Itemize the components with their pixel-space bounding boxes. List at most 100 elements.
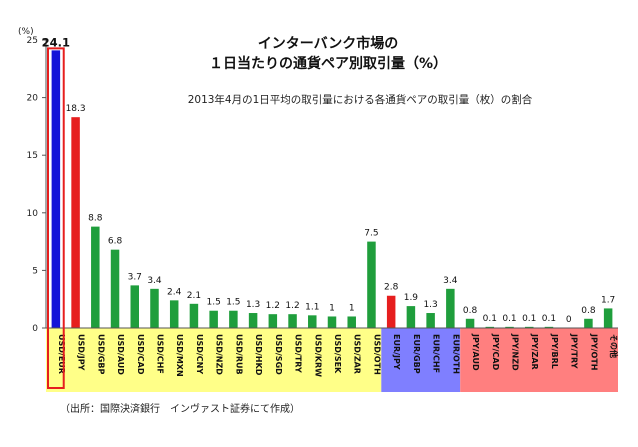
bar-usdaud <box>110 249 120 328</box>
bar-jpyzar <box>524 326 534 328</box>
bars <box>51 50 613 329</box>
value-label: 7.5 <box>364 229 378 239</box>
value-label: 1.9 <box>404 293 419 303</box>
bar-usdtry <box>288 314 297 328</box>
bar-jpynzd <box>505 326 514 328</box>
value-label: 1.2 <box>285 301 299 311</box>
bar-jpyoth <box>584 318 593 328</box>
chart-title-line-2: １日当たりの通貨ペア別取引量（%） <box>209 55 447 72</box>
category-label: USD/JPY <box>77 334 86 371</box>
category-label: USD/EUR <box>57 334 66 374</box>
value-label: 1.7 <box>601 295 615 305</box>
bar-jpycad <box>485 326 495 328</box>
value-label: 1.3 <box>246 300 260 310</box>
value-label: 2.8 <box>384 283 399 293</box>
bar-usdsek <box>327 316 337 328</box>
value-label: 0.8 <box>581 306 596 316</box>
bar-usdhkd <box>248 313 258 328</box>
category-label: USD/NZD <box>215 334 224 375</box>
axes <box>45 40 618 329</box>
y-tick-label: 25 <box>27 36 38 46</box>
bar-usdgbp <box>91 226 100 328</box>
chart-title-line-1: インターバンク市場の <box>258 35 399 52</box>
value-label: 1.5 <box>206 298 220 308</box>
bar-usdeur <box>51 50 61 328</box>
value-label: 1.3 <box>423 300 437 310</box>
category-label: EUR/GBP <box>412 334 421 374</box>
bar-usdnzd <box>209 310 218 328</box>
source-note: （出所：国際決済銀行 インヴァスト証券にて作成） <box>60 402 300 415</box>
value-label: 0.1 <box>502 314 516 324</box>
value-label: 18.3 <box>66 104 86 114</box>
category-label: JPY/OTH <box>589 333 598 371</box>
chart-subtitle: 2013年4月の1日平均の取引量における各通貨ペアの取引量（枚）の割合 <box>188 93 533 106</box>
category-label: JPY/NZD <box>511 333 520 371</box>
value-label: 1 <box>329 303 335 313</box>
bar-usdrub <box>229 310 238 328</box>
bar-usdjpy <box>71 117 80 329</box>
bar-usdkrw <box>308 315 317 328</box>
category-label: USD/SEK <box>333 334 342 374</box>
category-label: USD/OTH <box>372 334 381 375</box>
group-band-1 <box>381 328 461 392</box>
category-label: JPY/TRY <box>570 333 579 369</box>
value-label: 3.7 <box>128 272 142 282</box>
bar-jpyaud <box>465 318 475 328</box>
value-label: 0.1 <box>542 314 556 324</box>
bar-eurgbp <box>406 306 416 328</box>
bar-eurjpy <box>386 295 396 328</box>
value-label: 1 <box>349 303 355 313</box>
value-label: 0.1 <box>522 314 536 324</box>
value-label: 0.8 <box>463 306 478 316</box>
highlight-box <box>47 47 65 389</box>
bar-usdoth <box>367 241 376 328</box>
category-label: USD/MXN <box>175 334 184 377</box>
category-label: JPY/AUD <box>471 333 480 371</box>
bar-usdcny <box>189 303 199 328</box>
bar-jpybrl <box>544 326 554 328</box>
category-label: EUR/OTH <box>451 334 460 374</box>
bar-usdzar <box>347 316 356 328</box>
y-tick-label: 0 <box>32 324 38 334</box>
value-label: 0 <box>566 315 572 325</box>
value-label: 1.2 <box>266 301 280 311</box>
value-label: 0.1 <box>483 314 497 324</box>
bar-eurchf <box>426 313 435 328</box>
category-label: USD/CHF <box>155 334 164 374</box>
category-label: USD/SGD <box>274 334 283 375</box>
value-label: 1.1 <box>305 302 319 312</box>
value-labels: 24.1 18.3 8.8 6.8 3.7 3.4 2.4 2.1 1.5 1.5 1.3 1.2 1.… <box>42 35 616 325</box>
bar-usdsgd <box>268 314 278 328</box>
category-group-bands <box>46 328 618 392</box>
category-label: EUR/JPY <box>392 334 401 370</box>
category-label: USD/AUD <box>116 334 125 375</box>
group-band-2 <box>460 328 618 392</box>
value-label: 2.4 <box>167 287 182 297</box>
bar- <box>603 308 613 328</box>
category-label: EUR/CHF <box>432 334 441 373</box>
y-tick-label: 15 <box>27 151 38 161</box>
category-label: USD/CNY <box>195 334 204 374</box>
bar-usdchf <box>150 288 159 328</box>
value-label: 6.8 <box>108 237 123 247</box>
bar-euroth <box>446 288 455 328</box>
bar-usdcad <box>130 285 140 328</box>
category-label: USD/TRY <box>294 334 303 373</box>
value-label: 3.4 <box>147 276 162 286</box>
category-label: JPY/CAD <box>491 333 500 371</box>
y-tick-label: 5 <box>32 266 38 276</box>
value-label: 2.1 <box>187 291 201 301</box>
category-label: その他 <box>609 334 619 358</box>
value-label: 3.4 <box>443 276 458 286</box>
y-tick-label: 20 <box>27 94 39 104</box>
category-label: JPY/BRL <box>550 333 559 369</box>
y-unit-label: (%) <box>18 27 34 37</box>
bar-usdmxn <box>169 300 179 328</box>
value-label: 24.1 <box>42 35 70 49</box>
value-label: 8.8 <box>88 214 103 224</box>
value-label: 1.5 <box>226 298 240 308</box>
category-labels: USD/EUR USD/JPY USD/GBP USD/AUD USD/CAD USD/C… <box>57 333 619 377</box>
category-label: USD/CAD <box>136 334 145 375</box>
y-tick-labels: 0 5 10 15 20 25 <box>27 36 46 334</box>
